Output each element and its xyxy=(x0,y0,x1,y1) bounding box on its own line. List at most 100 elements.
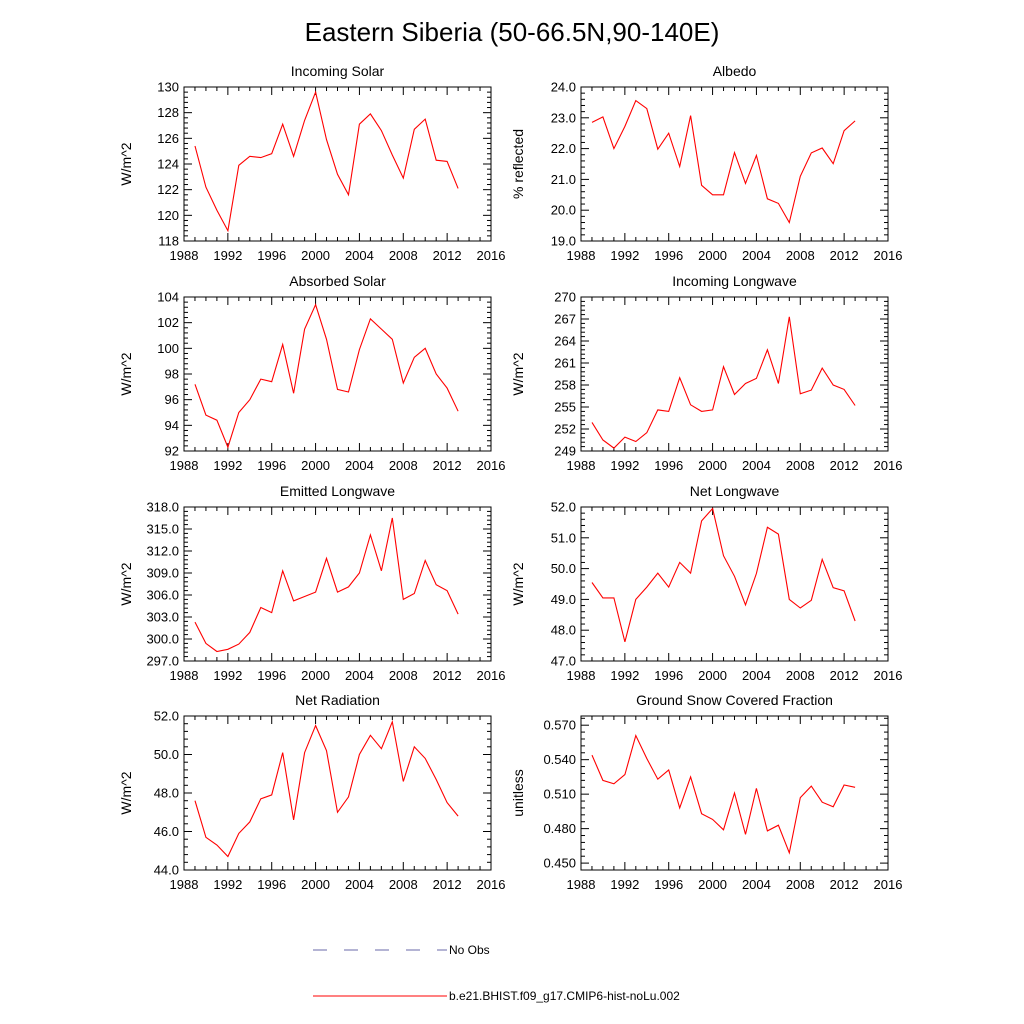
panel-title: Emitted Longwave xyxy=(280,483,395,499)
panel-title: Incoming Solar xyxy=(291,63,385,79)
x-tick-label: 2000 xyxy=(698,877,727,892)
x-tick-label: 1988 xyxy=(170,458,199,473)
y-tick-label: 100 xyxy=(157,341,179,356)
panel-7: Net Radiation W/m^2 1988 1992 1996 2000 2004 20… xyxy=(118,692,505,892)
y-tick-label: 0.570 xyxy=(543,718,576,733)
x-tick-label: 1988 xyxy=(170,877,199,892)
y-tick-label: 24.0 xyxy=(551,80,576,95)
y-tick-label: 21.0 xyxy=(551,172,576,187)
x-tick-label: 2004 xyxy=(742,668,771,683)
y-tick-label: 47.0 xyxy=(551,654,576,669)
y-tick-label: 102 xyxy=(157,315,179,330)
y-tick-label: 50.0 xyxy=(551,561,576,576)
x-tick-label: 1988 xyxy=(567,877,596,892)
y-tick-label: 261 xyxy=(554,356,576,371)
y-tick-label: 23.0 xyxy=(551,110,576,125)
x-tick-label: 1996 xyxy=(257,668,286,683)
x-tick-label: 2004 xyxy=(345,458,374,473)
y-axis-label: W/m^2 xyxy=(510,352,526,395)
y-tick-label: 50.0 xyxy=(154,747,179,762)
panel-title: Absorbed Solar xyxy=(289,273,386,289)
panel-title: Incoming Longwave xyxy=(672,273,797,289)
x-tick-label: 2012 xyxy=(830,458,859,473)
panels: Incoming Solar W/m^2 1988 1992 1996 2000 2004 2… xyxy=(118,63,902,892)
y-axis-label: W/m^2 xyxy=(510,562,526,605)
x-tick-label: 2008 xyxy=(786,248,815,263)
y-tick-label: 264 xyxy=(554,334,576,349)
x-tick-label: 2008 xyxy=(786,458,815,473)
legend-label-no-obs: No Obs xyxy=(449,943,490,957)
x-tick-label: 1992 xyxy=(610,248,639,263)
legend-label-model: b.e21.BHIST.f09_g17.CMIP6-hist-noLu.002 xyxy=(449,989,680,1003)
series-line xyxy=(194,517,459,653)
y-tick-label: 44.0 xyxy=(154,863,179,878)
y-tick-label: 306.0 xyxy=(146,588,179,603)
panel-title: Ground Snow Covered Fraction xyxy=(636,692,833,708)
plot-frame xyxy=(183,715,492,871)
y-tick-label: 52.0 xyxy=(154,709,179,724)
x-tick-label: 1996 xyxy=(654,458,683,473)
x-tick-label: 2016 xyxy=(477,248,506,263)
y-tick-label: 124 xyxy=(157,157,179,172)
panel-title: Net Longwave xyxy=(690,483,780,499)
y-tick-label: 49.0 xyxy=(551,592,576,607)
plot-frame xyxy=(580,296,889,452)
x-tick-label: 2016 xyxy=(874,248,903,263)
y-tick-label: 315.0 xyxy=(146,522,179,537)
x-tick-label: 2004 xyxy=(345,877,374,892)
x-tick-label: 2000 xyxy=(698,668,727,683)
plot-frame xyxy=(580,506,889,662)
y-tick-label: 20.0 xyxy=(551,203,576,218)
x-tick-label: 2000 xyxy=(301,668,330,683)
series-line xyxy=(591,316,856,449)
x-tick-label: 1988 xyxy=(170,248,199,263)
x-tick-label: 2012 xyxy=(830,668,859,683)
y-tick-label: 252 xyxy=(554,422,576,437)
x-tick-label: 1992 xyxy=(610,668,639,683)
plot-frame xyxy=(183,506,492,662)
x-tick-label: 1992 xyxy=(213,668,242,683)
x-tick-label: 1996 xyxy=(257,458,286,473)
x-tick-label: 2000 xyxy=(698,248,727,263)
y-tick-label: 0.480 xyxy=(543,821,576,836)
y-tick-label: 249 xyxy=(554,444,576,459)
y-tick-label: 48.0 xyxy=(551,623,576,638)
series-line xyxy=(194,719,459,858)
x-tick-label: 2008 xyxy=(786,668,815,683)
x-tick-label: 2012 xyxy=(830,877,859,892)
x-tick-label: 1996 xyxy=(257,248,286,263)
panel-8: Ground Snow Covered Fraction unitless 1988… xyxy=(510,692,902,892)
panel-3: Absorbed Solar W/m^2 1988 1992 1996 2000 2004 2… xyxy=(118,273,505,473)
x-tick-label: 2016 xyxy=(874,877,903,892)
panel-4: Incoming Longwave W/m^2 1988 1992 1996 2000 20… xyxy=(510,273,902,473)
x-tick-label: 1992 xyxy=(213,248,242,263)
x-tick-label: 2000 xyxy=(698,458,727,473)
panel-2: Albedo % reflected 1988 1992 1996 2000 2004 200… xyxy=(510,63,902,263)
x-tick-label: 2012 xyxy=(433,248,462,263)
x-tick-label: 1988 xyxy=(170,668,199,683)
x-tick-label: 1996 xyxy=(654,248,683,263)
series-line xyxy=(591,733,856,855)
x-tick-label: 2008 xyxy=(389,668,418,683)
x-tick-label: 1988 xyxy=(567,248,596,263)
x-tick-label: 2012 xyxy=(433,877,462,892)
x-tick-label: 2016 xyxy=(874,458,903,473)
x-tick-label: 2008 xyxy=(786,877,815,892)
x-tick-label: 1992 xyxy=(213,877,242,892)
y-axis-label: W/m^2 xyxy=(118,562,134,605)
x-tick-label: 2016 xyxy=(477,458,506,473)
y-tick-label: 118 xyxy=(158,234,179,249)
y-tick-label: 126 xyxy=(157,131,179,146)
series-line xyxy=(194,90,459,233)
y-axis-label: % reflected xyxy=(510,129,526,199)
x-tick-label: 1996 xyxy=(654,877,683,892)
x-tick-label: 2000 xyxy=(301,458,330,473)
x-tick-label: 2012 xyxy=(433,458,462,473)
y-tick-label: 312.0 xyxy=(146,544,179,559)
legend: No Obs b.e21.BHIST.f09_g17.CMIP6-hist-noL… xyxy=(313,943,680,1003)
y-tick-label: 300.0 xyxy=(146,632,179,647)
y-tick-label: 258 xyxy=(554,378,576,393)
y-axis-label: unitless xyxy=(510,769,526,816)
x-tick-label: 1996 xyxy=(257,877,286,892)
